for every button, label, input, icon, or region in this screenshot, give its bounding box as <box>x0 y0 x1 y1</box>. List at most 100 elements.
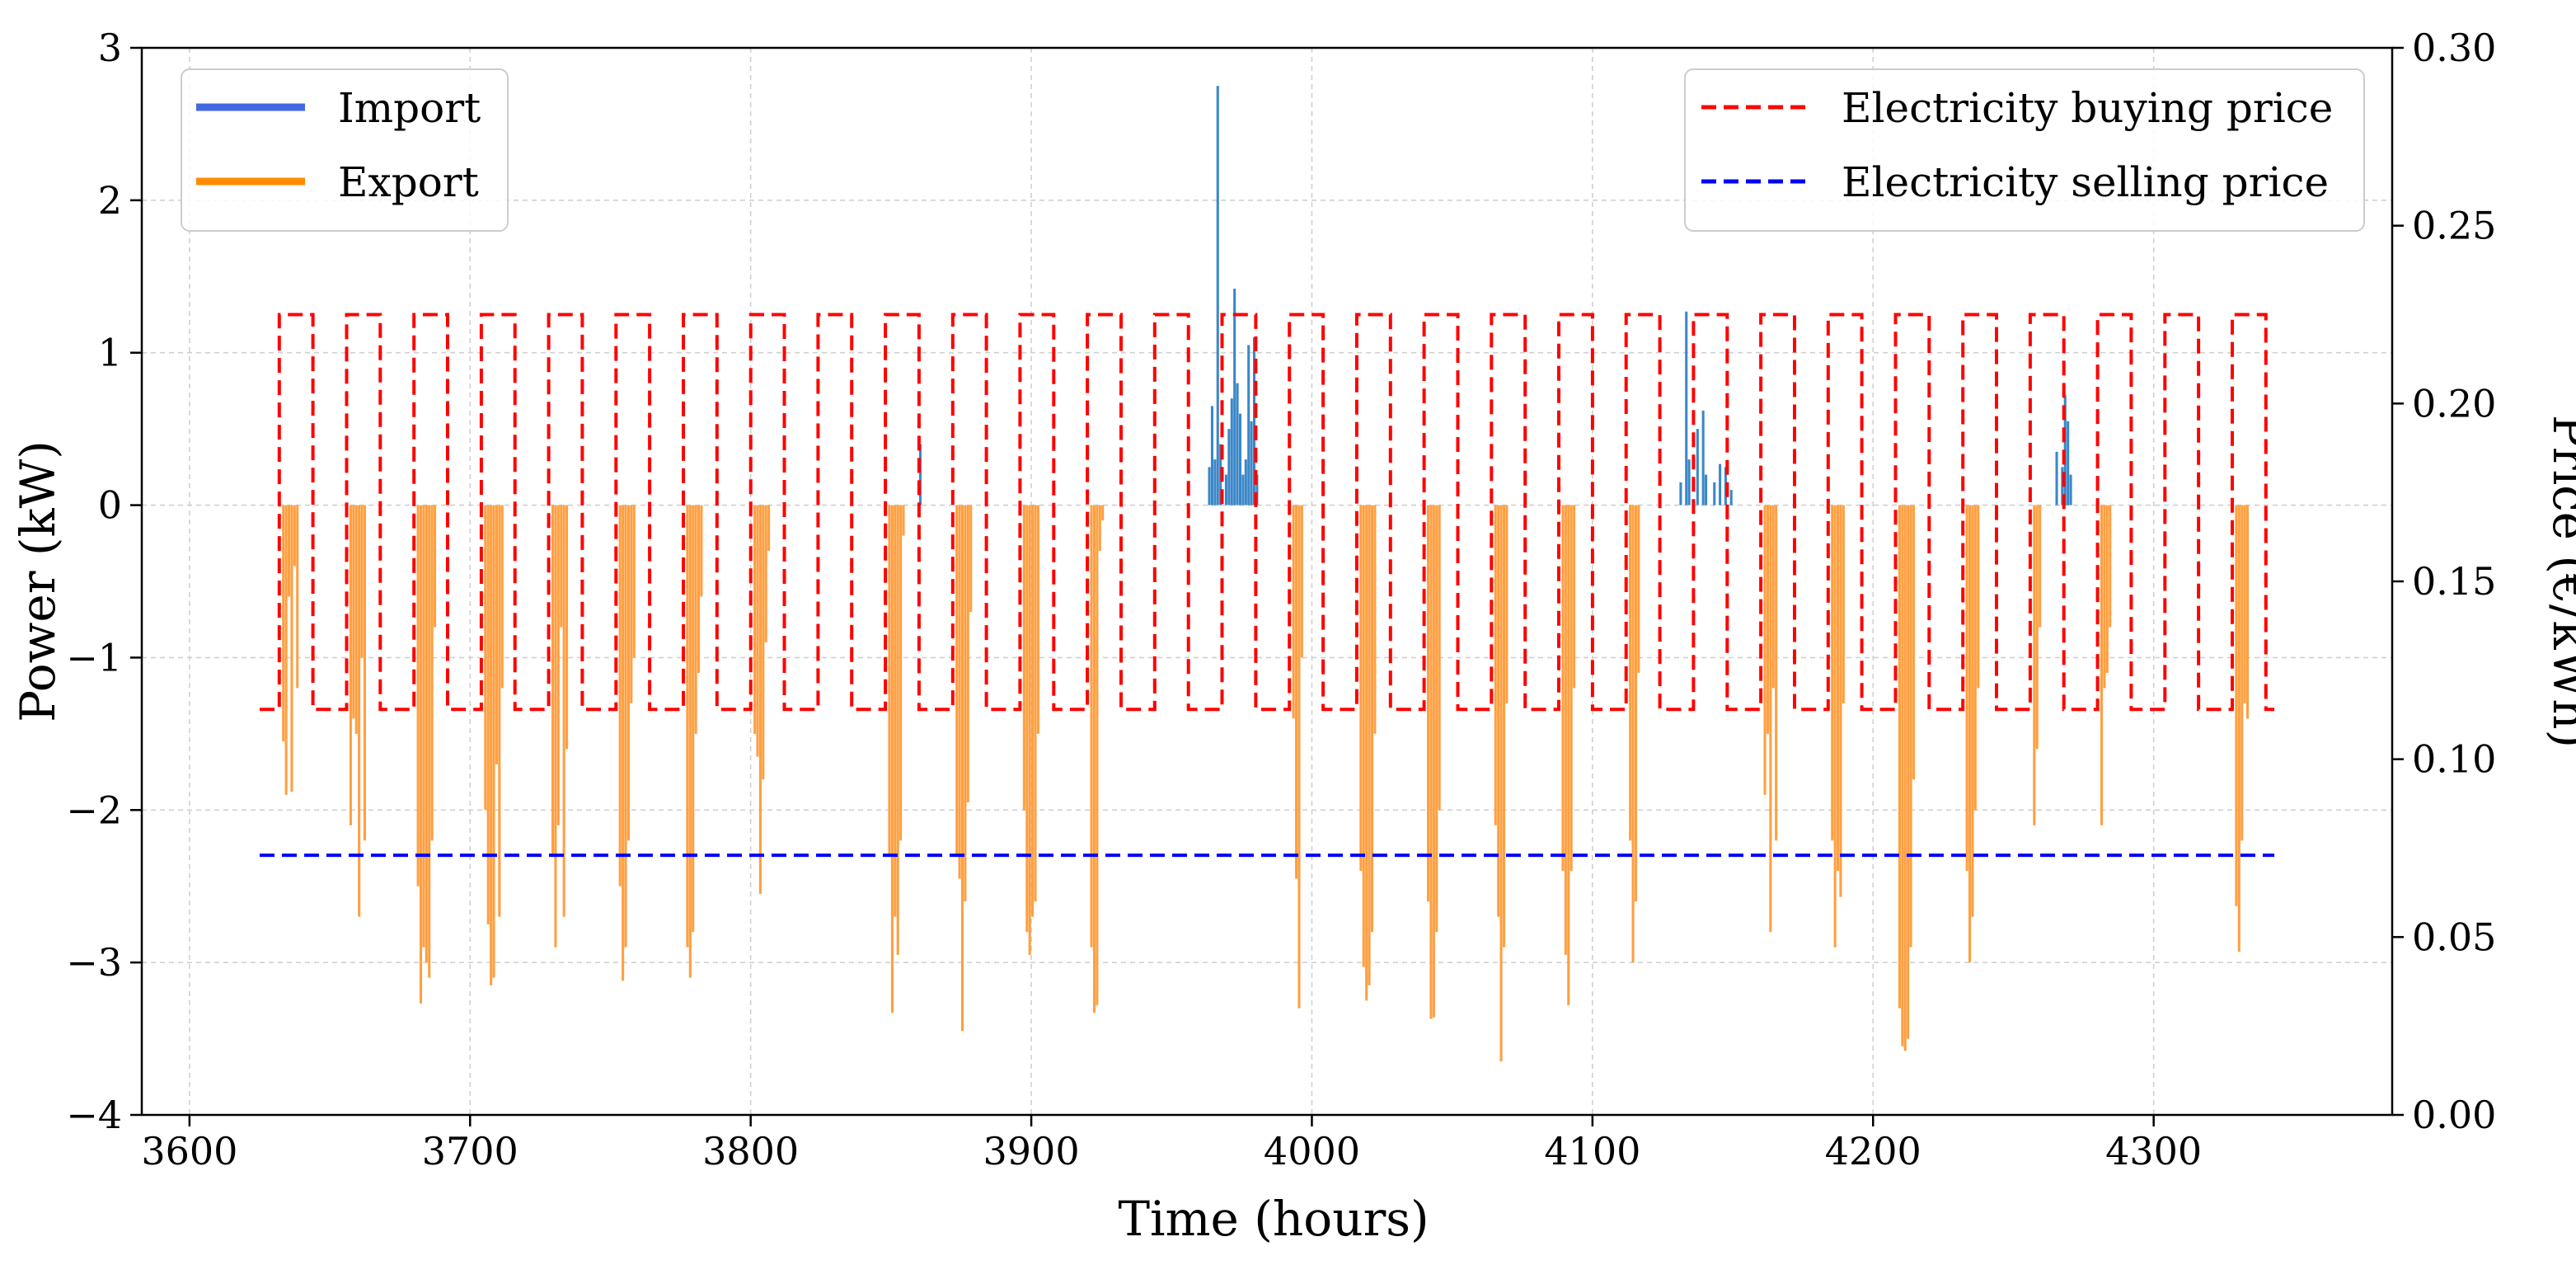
export-bar <box>1833 505 1837 948</box>
import-bar <box>1705 474 1708 506</box>
export-bar <box>1034 505 1037 902</box>
export-bar <box>758 505 762 894</box>
export-bar <box>969 505 973 612</box>
export-bar <box>1359 505 1363 872</box>
export-bar <box>358 505 361 917</box>
y-left-tick-label: 1 <box>98 331 122 375</box>
export-bar <box>1031 505 1035 917</box>
y-right-tick-label: 0.15 <box>2412 559 2496 604</box>
x-tick-label: 3900 <box>983 1129 1080 1173</box>
export-bar <box>1898 505 1901 1009</box>
export-bar <box>2039 505 2042 628</box>
export-bar <box>1295 505 1298 879</box>
export-bar <box>428 505 431 978</box>
export-bar <box>688 505 692 978</box>
export-bar <box>2035 505 2039 750</box>
import-bar <box>1230 398 1233 506</box>
export-bar <box>1025 505 1029 933</box>
export-bar <box>1775 505 1778 841</box>
import-bar <box>2067 421 2070 506</box>
import-bar <box>1213 459 1217 506</box>
import-bar <box>1255 474 1259 506</box>
export-bar <box>1101 505 1105 521</box>
import-bar <box>1244 459 1247 506</box>
export-bar <box>1438 505 1441 811</box>
export-bar <box>554 505 557 948</box>
export-bar <box>626 505 630 841</box>
export-bar <box>960 505 964 1032</box>
export-bar <box>955 505 959 856</box>
export-bar <box>686 505 689 948</box>
y-right-tick-label: 0.05 <box>2412 915 2496 959</box>
export-bar <box>1028 505 1031 955</box>
x-tick-label: 4000 <box>1264 1129 1360 1173</box>
export-bar <box>1429 505 1433 1019</box>
export-bar <box>422 505 425 948</box>
export-bar <box>1903 505 1907 1051</box>
x-axis-title: Time (hours) <box>1118 1191 1429 1247</box>
export-bar <box>288 505 291 597</box>
export-bar <box>2033 505 2036 825</box>
export-bar <box>1096 505 1099 1005</box>
export-bar <box>1368 505 1371 985</box>
export-bar <box>1567 505 1570 1005</box>
export-bar <box>894 505 897 917</box>
export-bar <box>694 505 697 734</box>
x-tick-label: 4200 <box>1825 1129 1921 1173</box>
export-bar <box>1022 505 1025 811</box>
x-tick-label: 3800 <box>702 1129 799 1173</box>
export-bar <box>1092 505 1096 1013</box>
export-bar <box>1901 505 1904 1046</box>
price-series <box>259 313 2275 858</box>
y-left-tick-label: −3 <box>66 940 122 985</box>
y-left-tick-label: 2 <box>98 178 122 223</box>
export-bar <box>1637 505 1640 673</box>
export-bar <box>500 505 504 689</box>
export-bar <box>1831 505 1834 841</box>
export-bar <box>1977 505 1980 689</box>
export-bar <box>1502 505 1505 948</box>
legend-buying-price-label: Electricity buying price <box>1842 84 2333 132</box>
import-bar <box>1685 311 1688 506</box>
export-bar <box>1912 505 1915 780</box>
export-bar <box>1837 505 1840 872</box>
export-bar <box>354 505 358 734</box>
export-bar <box>1373 505 1377 734</box>
y-left-tick-label: −2 <box>66 788 122 832</box>
export-bar <box>434 505 437 628</box>
export-bar <box>1973 505 1977 811</box>
export-bar <box>484 505 487 811</box>
export-bar <box>425 505 428 963</box>
export-bar <box>632 505 636 658</box>
export-bar <box>2105 505 2109 673</box>
import-bar <box>1236 383 1239 506</box>
export-bar <box>1036 505 1039 734</box>
y-left-tick-label: −1 <box>66 635 122 680</box>
export-bar <box>890 505 894 1013</box>
import-bar <box>1687 459 1691 506</box>
x-tick-label: 4300 <box>2105 1129 2202 1173</box>
y-axis-left-title: Power (kW) <box>10 440 66 722</box>
export-bar <box>1497 505 1500 917</box>
export-bar <box>1631 505 1635 963</box>
export-bar <box>495 505 498 764</box>
export-bar <box>622 505 625 981</box>
y-axis-left: −4 −3 −2 −1 0 1 2 3 <box>66 26 142 1137</box>
export-bar <box>556 505 560 825</box>
y-right-tick-label: 0.10 <box>2412 737 2496 782</box>
export-bar <box>764 505 767 642</box>
export-bar <box>1505 505 1509 703</box>
import-bar <box>2069 474 2072 506</box>
import-bar <box>1713 482 1716 506</box>
x-tick-label: 3700 <box>422 1129 518 1173</box>
import-bar <box>1719 463 1722 506</box>
y-right-tick-label: 0.20 <box>2412 381 2496 426</box>
export-bar <box>1297 505 1301 1009</box>
x-axis: 3600 3700 3800 3900 4000 4100 4200 4300 <box>141 1115 2202 1173</box>
x-tick-label: 3600 <box>141 1129 237 1173</box>
import-bar <box>1210 406 1213 506</box>
buying-price-line <box>260 313 2274 712</box>
export-bar <box>1771 505 1775 689</box>
export-bar <box>565 505 569 750</box>
export-bar <box>692 505 695 933</box>
